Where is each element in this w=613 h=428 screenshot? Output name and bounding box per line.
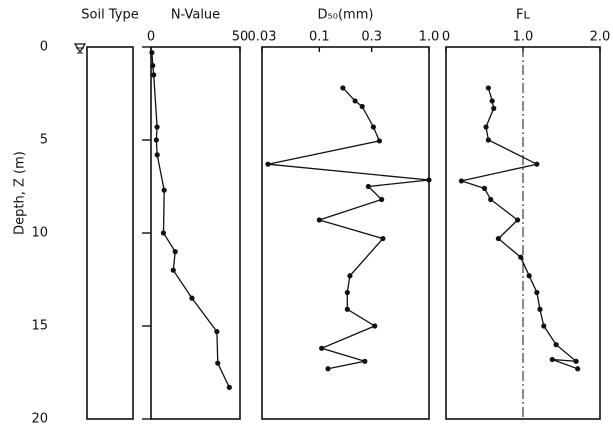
data-point <box>265 161 271 167</box>
x-tick-label: 50 <box>232 30 249 45</box>
data-point <box>372 323 378 329</box>
data-point <box>483 124 489 130</box>
data-point <box>160 230 167 236</box>
data-point <box>153 137 159 143</box>
y-tick-label: 10 <box>31 226 48 241</box>
x-tick-label: 0 <box>442 30 450 45</box>
soil-column <box>86 46 134 420</box>
data-point <box>534 161 540 167</box>
data-point <box>379 196 385 203</box>
data-point <box>365 183 371 190</box>
data-point <box>172 249 178 255</box>
data-point <box>376 138 383 144</box>
data-point <box>426 177 432 183</box>
profile-line <box>267 87 430 370</box>
data-point <box>359 103 365 110</box>
panel-title: D₅₀(mm) <box>318 8 374 23</box>
data-point <box>154 152 160 158</box>
y-tick-label: 0 <box>40 40 48 55</box>
data-point <box>316 217 322 223</box>
x-tick-label: 1.0 <box>419 30 440 45</box>
y-tick-label: 15 <box>31 319 48 334</box>
data-point <box>481 185 488 191</box>
data-point <box>149 49 155 56</box>
data-point <box>534 289 540 296</box>
data-point <box>325 366 331 372</box>
data-point <box>370 124 376 130</box>
data-point <box>170 267 176 273</box>
water-table <box>73 43 87 54</box>
data-point <box>491 105 497 111</box>
panel-title: N-Value <box>171 8 220 23</box>
data-point <box>319 345 325 351</box>
y-axis-label: Depth, Z (m) <box>13 151 28 235</box>
data-point <box>154 124 160 130</box>
data-point <box>485 85 491 91</box>
data-point <box>189 295 195 301</box>
data-point <box>485 137 491 143</box>
data-point <box>344 306 350 312</box>
data-point <box>226 384 232 390</box>
panel-frame <box>261 46 430 420</box>
x-tick-label: 0.1 <box>309 30 330 45</box>
panel-title: Soil Type <box>81 8 138 23</box>
data-point <box>553 342 559 348</box>
data-point <box>458 178 464 184</box>
data-point <box>489 98 495 104</box>
data-point <box>151 72 157 78</box>
data-point <box>495 235 501 242</box>
data-point <box>515 217 521 223</box>
data-point <box>537 306 543 312</box>
data-point <box>214 328 220 335</box>
profile-line <box>458 87 579 370</box>
data-point <box>518 254 524 260</box>
x-tick-label: 2.0 <box>590 30 611 45</box>
data-point <box>575 366 581 372</box>
data-point <box>526 273 532 279</box>
data-point <box>215 360 221 366</box>
data-point <box>488 196 494 203</box>
data-point <box>541 323 547 329</box>
data-point <box>573 358 579 364</box>
x-tick-label: 0.3 <box>361 30 382 45</box>
panel-title: Fʟ <box>516 8 530 23</box>
x-tick-label: 0.03 <box>248 30 277 45</box>
data-point <box>340 85 346 91</box>
data-point <box>352 98 358 104</box>
panel-frame <box>150 46 241 420</box>
profile-line <box>151 52 230 388</box>
y-tick-label: 20 <box>31 412 48 427</box>
data-point <box>161 187 167 193</box>
x-tick-label: 0 <box>147 30 155 45</box>
data-point <box>344 289 350 296</box>
data-point <box>347 273 353 279</box>
data-point <box>549 356 555 363</box>
data-point <box>380 235 386 242</box>
x-tick-label: 1.0 <box>513 30 534 45</box>
data-point <box>362 358 368 364</box>
data-point <box>150 63 156 69</box>
y-tick-label: 5 <box>40 133 48 148</box>
